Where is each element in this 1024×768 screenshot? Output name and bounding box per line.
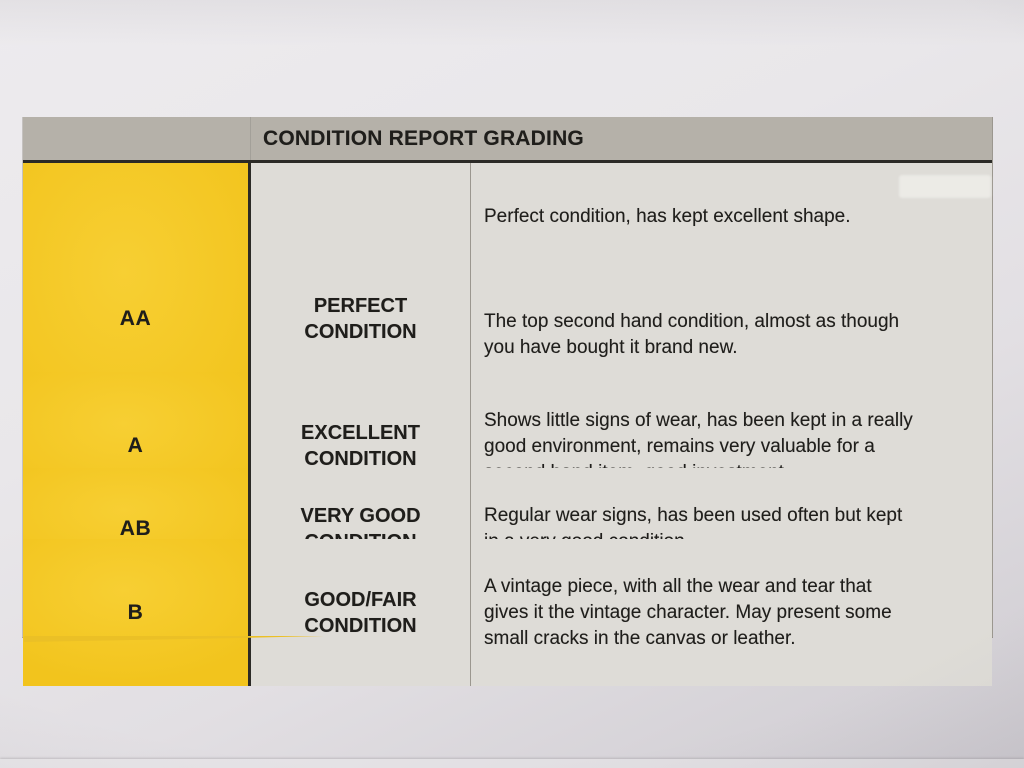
table-header-left-cell [23,117,251,160]
condition-grading-table: CONDITION REPORT GRADING AA PERFECT COND… [22,117,993,686]
description-paragraph: A vintage piece, with all the wear and t… [484,576,892,649]
table-title: CONDITION REPORT GRADING [263,126,584,150]
table-row-grade-ab: AB VERY GOOD CONDITION Regular wear sign… [23,467,992,589]
description-cell-b: A vintage piece, with all the wear and t… [471,539,992,686]
grade-label: B [127,600,144,624]
whiteout-correction-patch [899,175,991,198]
table-header-row: CONDITION REPORT GRADING [23,117,992,163]
condition-label: PERFECT CONDITION [304,295,417,343]
grade-label: A [127,434,144,457]
description-paragraph: The top second hand condition, almost as… [484,311,900,358]
table-row-grade-aa: AA PERFECT CONDITION Perfect condition, … [23,163,992,475]
paper-bottom-edge [0,759,1024,768]
table-bottom-yellow-edge [24,636,324,642]
grade-label: AA [119,307,152,330]
table-row-grade-b: B GOOD/FAIR CONDITION A vintage piece, w… [23,538,992,686]
condition-label: GOOD/FAIR CONDITION [304,588,417,637]
description-paragraph: Perfect condition, has kept excellent sh… [484,206,851,227]
condition-label: EXCELLENT CONDITION [301,422,420,470]
table-row-grade-a: A EXCELLENT CONDITION Shows little signs… [23,371,992,520]
condition-cell-b: GOOD/FAIR CONDITION [251,539,471,686]
table-header-main-cell: CONDITION REPORT GRADING [251,117,992,160]
grade-cell-b: B [23,539,251,686]
grade-label: AB [119,516,152,540]
